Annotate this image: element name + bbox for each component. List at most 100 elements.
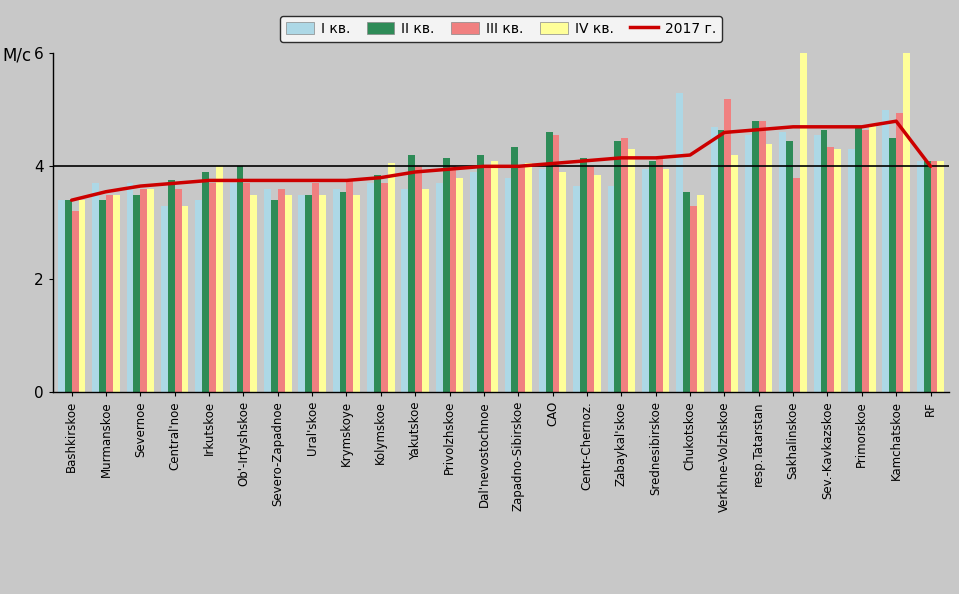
Bar (374, 175, 381, 392)
Bar (456, 178, 463, 392)
Bar (580, 158, 587, 392)
Bar (594, 175, 600, 392)
Bar (697, 195, 704, 392)
Bar (559, 172, 567, 392)
Bar (862, 129, 869, 392)
Bar (676, 93, 683, 392)
Bar (711, 127, 717, 392)
Bar (319, 195, 326, 392)
Bar (278, 189, 285, 392)
Bar (79, 200, 85, 392)
Bar (821, 129, 828, 392)
Bar (229, 184, 237, 392)
Bar (99, 200, 106, 392)
Bar (244, 184, 250, 392)
Bar (573, 186, 580, 392)
Bar (924, 161, 930, 392)
Bar (889, 138, 896, 392)
Bar (917, 161, 924, 392)
Bar (477, 155, 484, 392)
Bar (834, 150, 841, 392)
Bar (443, 158, 450, 392)
Legend: I кв., II кв., III кв., IV кв., 2017 г.: I кв., II кв., III кв., IV кв., 2017 г. (280, 17, 722, 42)
Bar (127, 184, 133, 392)
Bar (663, 169, 669, 392)
Bar (92, 184, 99, 392)
Bar (409, 155, 415, 392)
Bar (793, 178, 800, 392)
Bar (435, 184, 443, 392)
Bar (381, 184, 387, 392)
Bar (367, 184, 374, 392)
Bar (786, 141, 793, 392)
Bar (546, 132, 552, 392)
Bar (402, 189, 409, 392)
Bar (869, 124, 876, 392)
Bar (937, 161, 945, 392)
Bar (608, 186, 615, 392)
Bar (264, 189, 270, 392)
Bar (422, 189, 429, 392)
Bar (285, 195, 292, 392)
Bar (511, 147, 518, 392)
Bar (752, 121, 759, 392)
Bar (202, 172, 209, 392)
Bar (628, 150, 635, 392)
Bar (470, 172, 477, 392)
Bar (732, 155, 738, 392)
Bar (491, 161, 498, 392)
Bar (690, 206, 697, 392)
Bar (298, 195, 305, 392)
Bar (270, 200, 278, 392)
Bar (813, 135, 821, 392)
Bar (717, 129, 724, 392)
Bar (642, 169, 649, 392)
Bar (504, 178, 511, 392)
Bar (133, 195, 140, 392)
Bar (518, 166, 526, 392)
Bar (539, 169, 546, 392)
Bar (800, 37, 807, 392)
Bar (484, 166, 491, 392)
Bar (759, 121, 765, 392)
Bar (683, 192, 690, 392)
Bar (168, 181, 175, 392)
Bar (175, 189, 181, 392)
Bar (387, 163, 394, 392)
Bar (724, 99, 732, 392)
Bar (196, 200, 202, 392)
Bar (216, 166, 222, 392)
Bar (903, 31, 910, 392)
Bar (552, 135, 559, 392)
Bar (237, 166, 244, 392)
Y-axis label: М/с: М/с (2, 47, 32, 65)
Bar (250, 195, 257, 392)
Bar (649, 161, 656, 392)
Bar (72, 211, 79, 392)
Bar (930, 161, 937, 392)
Bar (209, 184, 216, 392)
Bar (58, 200, 65, 392)
Bar (656, 158, 663, 392)
Bar (312, 184, 319, 392)
Bar (621, 138, 628, 392)
Bar (65, 200, 72, 392)
Bar (615, 141, 621, 392)
Bar (828, 147, 834, 392)
Bar (745, 135, 752, 392)
Bar (148, 189, 154, 392)
Bar (333, 189, 339, 392)
Bar (765, 144, 773, 392)
Bar (854, 127, 862, 392)
Bar (450, 166, 456, 392)
Bar (106, 195, 113, 392)
Bar (526, 163, 532, 392)
Bar (113, 195, 120, 392)
Bar (181, 206, 189, 392)
Bar (848, 150, 854, 392)
Bar (305, 195, 312, 392)
Bar (161, 206, 168, 392)
Bar (339, 192, 346, 392)
Bar (353, 195, 361, 392)
Bar (780, 132, 786, 392)
